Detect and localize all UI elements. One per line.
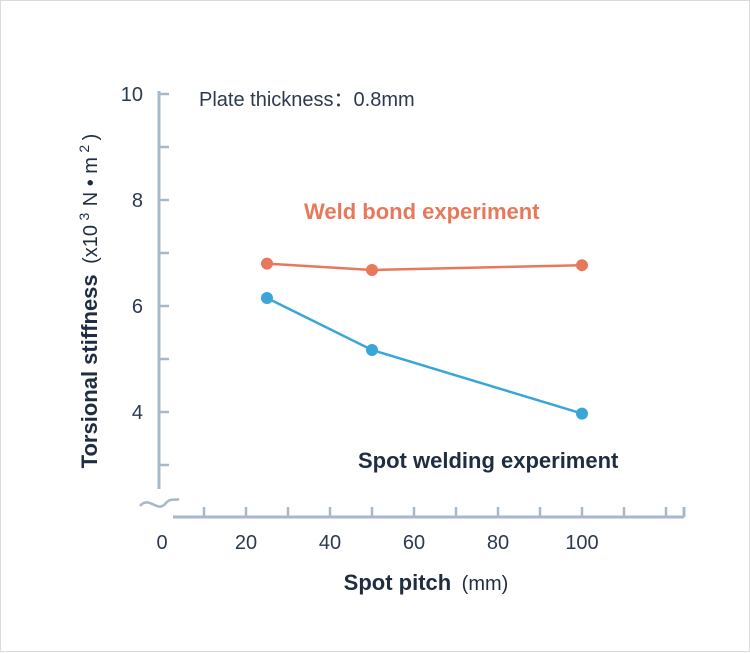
x-axis-title-text: Spot pitch [344, 570, 452, 595]
x-tick-label: 0 [156, 532, 167, 554]
axes-group [139, 91, 686, 519]
x-axis-title: Spot pitch (mm) [344, 570, 509, 595]
series-line-weld-bond [266, 262, 583, 272]
x-tick-label: 60 [403, 532, 425, 554]
y-axis-title-text: Torsional stiffness [77, 274, 102, 468]
y-tick-label: 10 [121, 84, 143, 106]
y-axis-unit-prefix: (x10 [80, 225, 102, 264]
y-axis-unit-exponent: 3 [76, 213, 92, 221]
y-tick-label: 8 [132, 190, 143, 212]
series-line-spot-welding [266, 296, 583, 415]
data-point-weld-bond [576, 259, 588, 272]
x-axis-title-unit: (mm) [462, 573, 509, 595]
y-axis-unit-exponent-2: 2 [76, 145, 92, 153]
x-tick-label: 20 [235, 532, 257, 554]
data-point-weld-bond [366, 263, 378, 276]
series-group [261, 257, 588, 420]
x-tick-label: 100 [565, 532, 598, 554]
y-tick-label: 4 [132, 402, 143, 424]
y-axis-title: Torsional stiffness (x10 3 N • m 2 ) [76, 134, 102, 469]
data-point-spot-welding [261, 292, 273, 305]
x-tick-label: 40 [319, 532, 341, 554]
x-tick-label: 80 [487, 532, 509, 554]
y-axis-unit-mid: N • m [80, 157, 102, 206]
y-axis-unit-suffix: ) [80, 134, 102, 141]
data-point-weld-bond [261, 257, 273, 270]
data-point-spot-welding [576, 407, 588, 420]
series-label-spot-welding: Spot welding experiment [358, 448, 619, 473]
plate-thickness-annotation: Plate thickness：0.8mm [199, 89, 415, 111]
data-point-spot-welding [366, 343, 378, 356]
series-label-weld-bond: Weld bond experiment [304, 199, 540, 224]
axis-break-symbol [139, 497, 180, 508]
y-tick-label: 6 [132, 296, 143, 318]
